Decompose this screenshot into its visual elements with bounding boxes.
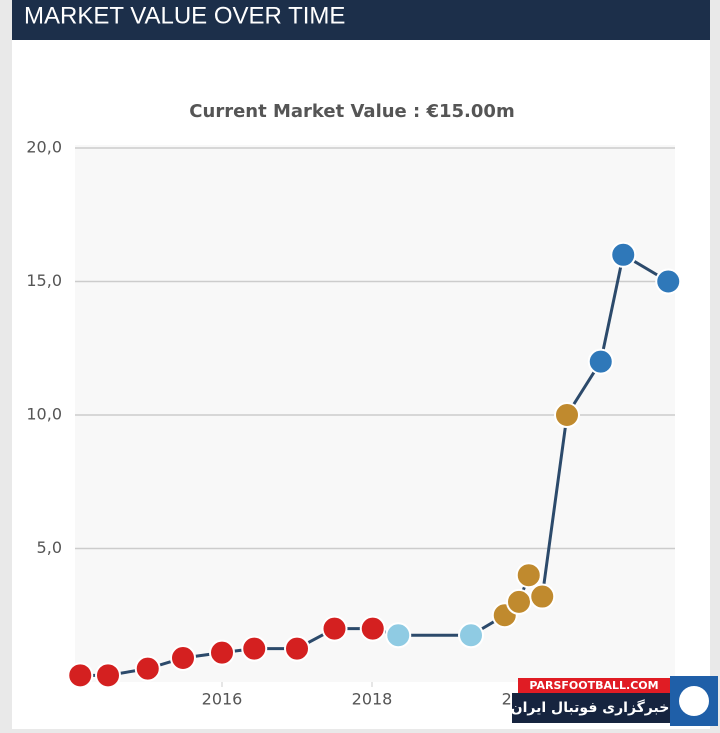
watermark: PARSFOOTBALL.COM خبرگزاری فوتبال ایران bbox=[511, 676, 718, 726]
point-marker bbox=[170, 644, 196, 671]
plot-area bbox=[75, 145, 675, 682]
y-tick-label: 20,0 bbox=[26, 138, 62, 157]
y-tick-label: 5,0 bbox=[37, 538, 62, 557]
point-marker bbox=[515, 562, 542, 589]
header-bar bbox=[12, 0, 710, 40]
watermark-band bbox=[512, 693, 670, 723]
point-marker bbox=[209, 639, 235, 666]
watermark-brand: PARSFOOTBALL.COM bbox=[529, 679, 658, 692]
point-marker bbox=[587, 348, 614, 375]
point-marker bbox=[241, 635, 268, 662]
point-marker bbox=[655, 268, 682, 295]
y-tick-label: 15,0 bbox=[26, 271, 62, 290]
y-tick-label: 10,0 bbox=[26, 405, 62, 424]
point-marker bbox=[67, 662, 94, 689]
watermark-logo-mark bbox=[679, 686, 709, 716]
point-marker bbox=[385, 622, 412, 649]
point-marker bbox=[610, 241, 637, 268]
point-marker bbox=[95, 662, 121, 689]
point-marker bbox=[284, 635, 310, 662]
point-marker bbox=[134, 655, 161, 682]
watermark-tagline: خبرگزاری فوتبال ایران bbox=[511, 699, 670, 716]
watermark-bar bbox=[518, 678, 670, 693]
x-tick-label: 2018 bbox=[352, 690, 393, 709]
point-marker bbox=[321, 615, 348, 642]
x-tick-label: 2016 bbox=[202, 690, 243, 709]
chart-title: Current Market Value : €15.00m bbox=[189, 101, 514, 122]
point-marker bbox=[359, 615, 386, 642]
point-marker bbox=[506, 588, 532, 615]
point-marker bbox=[554, 402, 580, 428]
point-marker bbox=[458, 622, 484, 649]
header-title: MARKET VALUE OVER TIME bbox=[24, 2, 345, 29]
point-marker bbox=[529, 583, 556, 610]
